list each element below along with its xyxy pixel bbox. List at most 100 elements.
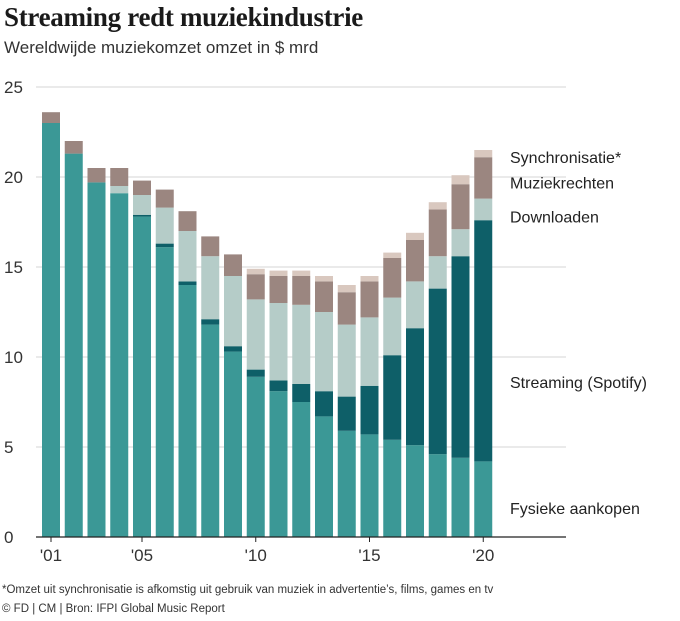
- bar-segment-streaming-2019: [451, 256, 470, 458]
- bar-segment-downloaden-2007: [178, 231, 197, 282]
- bar-segment-downloaden-2006: [155, 207, 174, 244]
- bar-segment-synchronisatie-2017: [406, 232, 424, 240]
- bar-segment-muziekrechten-2013: [315, 281, 333, 312]
- source-credit: © FD | CM | Bron: IFPI Global Music Repo…: [2, 603, 225, 615]
- bar-segment-downloaden-2013: [315, 312, 333, 392]
- bar-segment-synchronisatie-2020: [474, 150, 493, 158]
- bar-segment-synchronisatie-2011: [269, 270, 288, 276]
- x-tick-label: '05: [131, 546, 153, 565]
- bar-segment-fysiek-2016: [383, 439, 402, 537]
- footnote: *Omzet uit synchronisatie is afkomstig u…: [2, 584, 494, 596]
- bar-segment-downloaden-2016: [383, 297, 402, 356]
- y-tick-label: 20: [4, 168, 23, 187]
- bar-segment-streaming-2009: [224, 346, 242, 352]
- bar-segment-muziekrechten-2017: [406, 240, 424, 282]
- bar-segment-streaming-2013: [315, 391, 333, 417]
- bar-segment-muziekrechten-2003: [87, 168, 106, 183]
- bar-segment-fysiek-2011: [269, 391, 288, 537]
- bar-segment-muziekrechten-2005: [133, 180, 151, 195]
- bar-segment-synchronisatie-2013: [315, 276, 333, 282]
- bar-segment-muziekrechten-2007: [178, 211, 197, 231]
- bar-segment-streaming-2012: [292, 384, 311, 402]
- bar-segment-downloaden-2015: [360, 317, 379, 386]
- bar-segment-downloaden-2012: [292, 304, 311, 384]
- bar-segment-fysiek-2001: [42, 123, 60, 537]
- bar-segment-fysiek-2020: [474, 461, 493, 537]
- bar-segment-streaming-2006: [155, 243, 174, 248]
- x-tick-label: '01: [40, 546, 62, 565]
- bar-segment-muziekrechten-2004: [110, 168, 129, 186]
- bar-segment-downloaden-2009: [224, 276, 242, 347]
- bar-segment-synchronisatie-2019: [451, 175, 470, 185]
- series-label-fysiek: Fysieke aankopen: [510, 501, 640, 518]
- bar-segment-fysiek-2005: [133, 216, 151, 537]
- chart-title: Streaming redt muziekindustrie: [4, 2, 363, 32]
- chart-subtitle: Wereldwijde muziekomzet omzet in $ mrd: [4, 38, 319, 57]
- bar-segment-synchronisatie-2018: [428, 202, 447, 210]
- bar-segment-streaming-2016: [383, 355, 402, 440]
- bar-segment-downloaden-2010: [246, 299, 265, 370]
- bar-segment-downloaden-2019: [451, 229, 470, 257]
- bar-segment-downloaden-2014: [337, 324, 356, 397]
- bar-segment-muziekrechten-2010: [246, 274, 265, 300]
- series-label-streaming: Streaming (Spotify): [510, 375, 647, 392]
- stacked-bar-chart: 0 5 10 15 20 25 '01 '05 '10 '15 '20 Fysieke aanko…: [4, 78, 647, 565]
- bar-segment-downloaden-2005: [133, 195, 151, 215]
- bar-segment-fysiek-2007: [178, 285, 197, 537]
- bar-segment-streaming-2015: [360, 385, 379, 435]
- bar-segment-muziekrechten-2008: [201, 236, 220, 257]
- bar-segment-fysiek-2003: [87, 182, 106, 537]
- bar-segment-downloaden-2020: [474, 198, 493, 221]
- bar-segment-streaming-2008: [201, 319, 220, 325]
- bar-segment-fysiek-2004: [110, 193, 129, 537]
- bar-segment-fysiek-2002: [64, 153, 83, 537]
- bar-segment-muziekrechten-2015: [360, 281, 379, 318]
- bar-segment-synchronisatie-2015: [360, 276, 379, 282]
- bar-segment-fysiek-2015: [360, 434, 379, 537]
- bar-segment-synchronisatie-2010: [246, 268, 265, 275]
- bar-segment-streaming-2018: [428, 288, 447, 455]
- bar-segment-muziekrechten-2006: [155, 189, 174, 208]
- bar-segment-synchronisatie-2014: [337, 285, 356, 293]
- x-tick-label: '15: [358, 546, 380, 565]
- bar-segment-muziekrechten-2019: [451, 184, 470, 230]
- bar-segment-muziekrechten-2020: [474, 157, 493, 199]
- bar-segment-streaming-2005: [133, 214, 151, 217]
- y-tick-label: 25: [4, 78, 23, 97]
- bar-segment-downloaden-2008: [201, 256, 220, 320]
- bar-segment-muziekrechten-2011: [269, 276, 288, 303]
- x-axis-tick-labels: '01 '05 '10 '15 '20: [40, 537, 494, 565]
- bar-segment-muziekrechten-2009: [224, 254, 242, 276]
- bar-segment-streaming-2014: [337, 396, 356, 431]
- bar-segment-synchronisatie-2016: [383, 252, 402, 258]
- bar-segment-downloaden-2004: [110, 186, 129, 194]
- bar-segment-muziekrechten-2016: [383, 258, 402, 298]
- bar-segment-streaming-2007: [178, 281, 197, 285]
- bar-segment-fysiek-2010: [246, 376, 265, 537]
- x-tick-label: '20: [472, 546, 494, 565]
- bar-segment-fysiek-2009: [224, 351, 242, 537]
- bar-segment-muziekrechten-2001: [42, 112, 60, 123]
- series-label-downloaden: Downloaden: [510, 210, 599, 227]
- bar-segment-downloaden-2018: [428, 256, 447, 289]
- bar-segment-streaming-2010: [246, 369, 265, 377]
- bar-segment-synchronisatie-2012: [292, 270, 311, 276]
- y-tick-label: 0: [4, 528, 13, 547]
- bar-segment-fysiek-2013: [315, 416, 333, 537]
- bar-segment-muziekrechten-2018: [428, 209, 447, 257]
- y-axis-tick-labels: 0 5 10 15 20 25: [4, 78, 23, 547]
- bar-segment-fysiek-2012: [292, 402, 311, 537]
- bar-segment-fysiek-2017: [406, 445, 424, 537]
- bar-segment-streaming-2017: [406, 328, 424, 446]
- y-tick-label: 15: [4, 258, 23, 277]
- bar-segment-muziekrechten-2012: [292, 276, 311, 305]
- bar-segment-fysiek-2019: [451, 457, 470, 537]
- bar-segment-muziekrechten-2002: [64, 141, 83, 154]
- bar-segment-streaming-2020: [474, 220, 493, 462]
- bars: [42, 112, 493, 537]
- bar-segment-fysiek-2006: [155, 247, 174, 537]
- y-tick-label: 5: [4, 438, 13, 457]
- y-tick-label: 10: [4, 348, 23, 367]
- bar-segment-streaming-2011: [269, 380, 288, 392]
- series-label-muziekrechten: Muziekrechten: [510, 175, 614, 192]
